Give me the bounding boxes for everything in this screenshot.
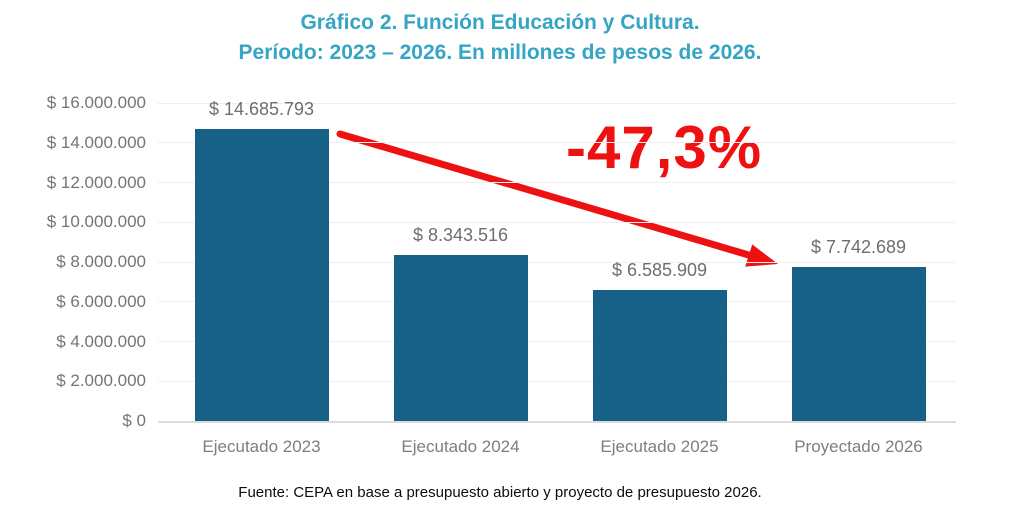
y-tick-label: $ 14.000.000 — [46, 132, 146, 152]
gridline — [158, 380, 956, 382]
category-label: Ejecutado 2025 — [600, 437, 719, 456]
y-tick-label: $ 8.000.000 — [56, 252, 146, 271]
gridline — [158, 102, 956, 104]
source-note: Fuente: CEPA en base a presupuesto abier… — [238, 484, 762, 501]
y-tick-label: $ 10.000.000 — [46, 212, 146, 232]
y-tick-label: $ 0 — [122, 411, 146, 430]
bar — [393, 255, 528, 421]
bar-value-label: $ 7.742.689 — [810, 237, 907, 258]
chart-title-line2: Período: 2023 – 2026. En millones de pes… — [238, 41, 762, 64]
gridline — [158, 221, 956, 223]
bar — [592, 290, 727, 421]
bar — [791, 267, 926, 421]
gridline — [158, 421, 956, 423]
chart-title-line1: Gráfico 2. Función Educación y Cultura. — [300, 11, 700, 34]
gridline — [158, 142, 956, 144]
gridline — [158, 341, 956, 342]
y-tick-label: $ 4.000.000 — [56, 331, 146, 351]
category-label: Ejecutado 2023 — [202, 437, 321, 456]
category-label: Ejecutado 2024 — [401, 437, 520, 456]
y-tick-label: $ 12.000.000 — [46, 172, 146, 192]
bar-value-label: $ 6.585.909 — [611, 260, 708, 281]
gridline — [158, 301, 956, 303]
chart-title: Gráfico 2. Función Educación y Cultura. … — [0, 8, 1000, 68]
y-tick-label: $ 16.000.000 — [46, 93, 146, 112]
gridline — [158, 261, 956, 263]
gridline — [158, 182, 956, 183]
category-label: Proyectado 2026 — [794, 437, 923, 456]
bar-value-label: $ 14.685.793 — [208, 99, 315, 120]
decline-annotation: -47,3% — [566, 114, 763, 181]
bar-value-label: $ 8.343.516 — [412, 225, 509, 246]
y-tick-label: $ 6.000.000 — [56, 291, 146, 311]
y-tick-label: $ 2.000.000 — [56, 371, 146, 391]
bar — [194, 129, 329, 421]
